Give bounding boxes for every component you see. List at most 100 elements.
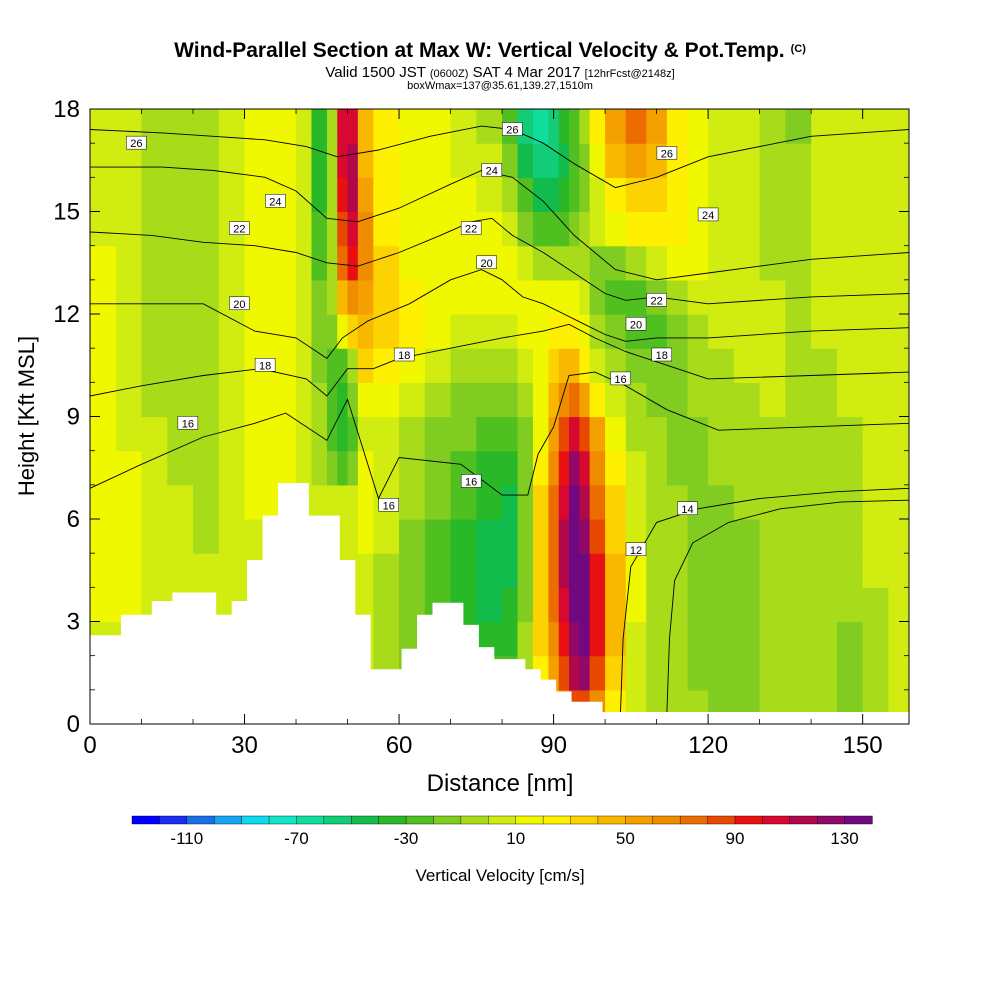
velocity-cell xyxy=(450,143,477,178)
velocity-cell xyxy=(687,109,709,144)
velocity-cell xyxy=(90,348,117,383)
svg-text:24: 24 xyxy=(269,196,281,208)
colorbar-swatch xyxy=(460,815,489,825)
velocity-cell xyxy=(708,655,735,691)
velocity-cell xyxy=(476,519,503,554)
velocity-cell xyxy=(836,587,864,623)
velocity-cell xyxy=(733,450,761,486)
colorbar-swatch xyxy=(323,815,352,825)
velocity-cell xyxy=(270,109,297,144)
velocity-cell xyxy=(399,211,426,247)
velocity-cell xyxy=(399,382,426,418)
velocity-cell xyxy=(502,553,519,588)
svg-text:22: 22 xyxy=(465,224,477,236)
velocity-cell xyxy=(424,348,452,383)
velocity-cell xyxy=(646,587,668,623)
theta-contour-16 xyxy=(90,371,909,500)
velocity-cell xyxy=(424,279,452,315)
velocity-cell xyxy=(90,553,117,588)
velocity-cell xyxy=(450,519,477,554)
velocity-cell xyxy=(687,314,709,349)
velocity-cell xyxy=(517,416,534,452)
velocity-cell xyxy=(759,211,786,247)
velocity-cell xyxy=(357,314,374,349)
velocity-cell xyxy=(532,382,550,418)
velocity-cell xyxy=(218,450,246,486)
velocity-cell xyxy=(666,211,689,247)
velocity-cell xyxy=(579,348,591,383)
velocity-cell xyxy=(548,382,560,418)
velocity-cell xyxy=(90,314,117,349)
velocity-cell xyxy=(450,484,477,520)
velocity-cell xyxy=(569,279,580,315)
velocity-cell xyxy=(502,143,519,178)
velocity-cell xyxy=(625,416,647,452)
velocity-cell xyxy=(326,382,338,418)
velocity-cell xyxy=(589,416,606,452)
velocity-cell xyxy=(532,519,550,554)
velocity-cell xyxy=(167,450,194,486)
colorbar-tick-label: -30 xyxy=(394,829,419,848)
velocity-cell xyxy=(733,416,761,452)
velocity-cell xyxy=(558,245,570,281)
velocity-cell xyxy=(141,211,168,247)
velocity-cell xyxy=(569,245,580,281)
velocity-cell xyxy=(270,211,297,247)
velocity-cell xyxy=(193,143,220,178)
velocity-cell xyxy=(193,177,220,213)
velocity-cell xyxy=(666,348,689,383)
y-tick-label: 15 xyxy=(53,199,80,226)
velocity-cell xyxy=(579,279,591,315)
velocity-cell xyxy=(548,416,560,452)
velocity-cell xyxy=(558,279,570,315)
velocity-cell xyxy=(811,553,838,588)
velocity-cell xyxy=(646,314,668,349)
contour-label-24: 24 xyxy=(697,207,719,222)
velocity-cell xyxy=(270,450,297,486)
velocity-cell xyxy=(687,177,709,213)
colorbar-swatch xyxy=(268,815,298,825)
velocity-cell xyxy=(785,450,812,486)
velocity-cell xyxy=(687,553,709,588)
velocity-cell xyxy=(450,109,477,144)
velocity-cell xyxy=(502,245,519,281)
velocity-cell xyxy=(450,279,477,315)
velocity-cell xyxy=(836,416,864,452)
velocity-cell xyxy=(589,519,606,554)
y-axis-label: Height [Kft MSL] xyxy=(14,336,39,496)
velocity-cell xyxy=(759,655,786,691)
colorbar-swatch xyxy=(241,815,270,825)
velocity-cell xyxy=(548,109,560,144)
velocity-cell xyxy=(502,348,519,383)
velocity-cell xyxy=(476,416,503,452)
x-tick-label: 90 xyxy=(540,732,567,759)
velocity-cell xyxy=(357,382,374,418)
velocity-cell xyxy=(373,109,400,144)
velocity-cell xyxy=(759,484,786,520)
velocity-cell xyxy=(862,279,889,315)
velocity-cell xyxy=(373,519,400,554)
velocity-cell xyxy=(517,211,534,247)
velocity-cell xyxy=(167,484,194,520)
velocity-cell xyxy=(558,621,570,657)
x-tick-label: 120 xyxy=(688,732,728,759)
velocity-cell xyxy=(579,245,591,281)
velocity-cell xyxy=(558,109,570,144)
velocity-cell xyxy=(296,450,313,486)
colorbar-tick-label: -70 xyxy=(284,829,309,848)
velocity-cell xyxy=(708,245,735,281)
velocity-cell xyxy=(115,279,143,315)
velocity-cell xyxy=(532,553,550,588)
velocity-cell xyxy=(811,348,838,383)
velocity-cell xyxy=(337,416,349,452)
velocity-cell xyxy=(811,177,838,213)
velocity-cell xyxy=(708,450,735,486)
velocity-cell xyxy=(589,348,606,383)
velocity-cell xyxy=(347,143,359,178)
velocity-cell xyxy=(502,177,519,213)
velocity-cell xyxy=(558,348,570,383)
velocity-cell xyxy=(296,416,313,452)
velocity-cell xyxy=(115,553,143,588)
velocity-cell xyxy=(646,553,668,588)
velocity-cell xyxy=(347,382,359,418)
